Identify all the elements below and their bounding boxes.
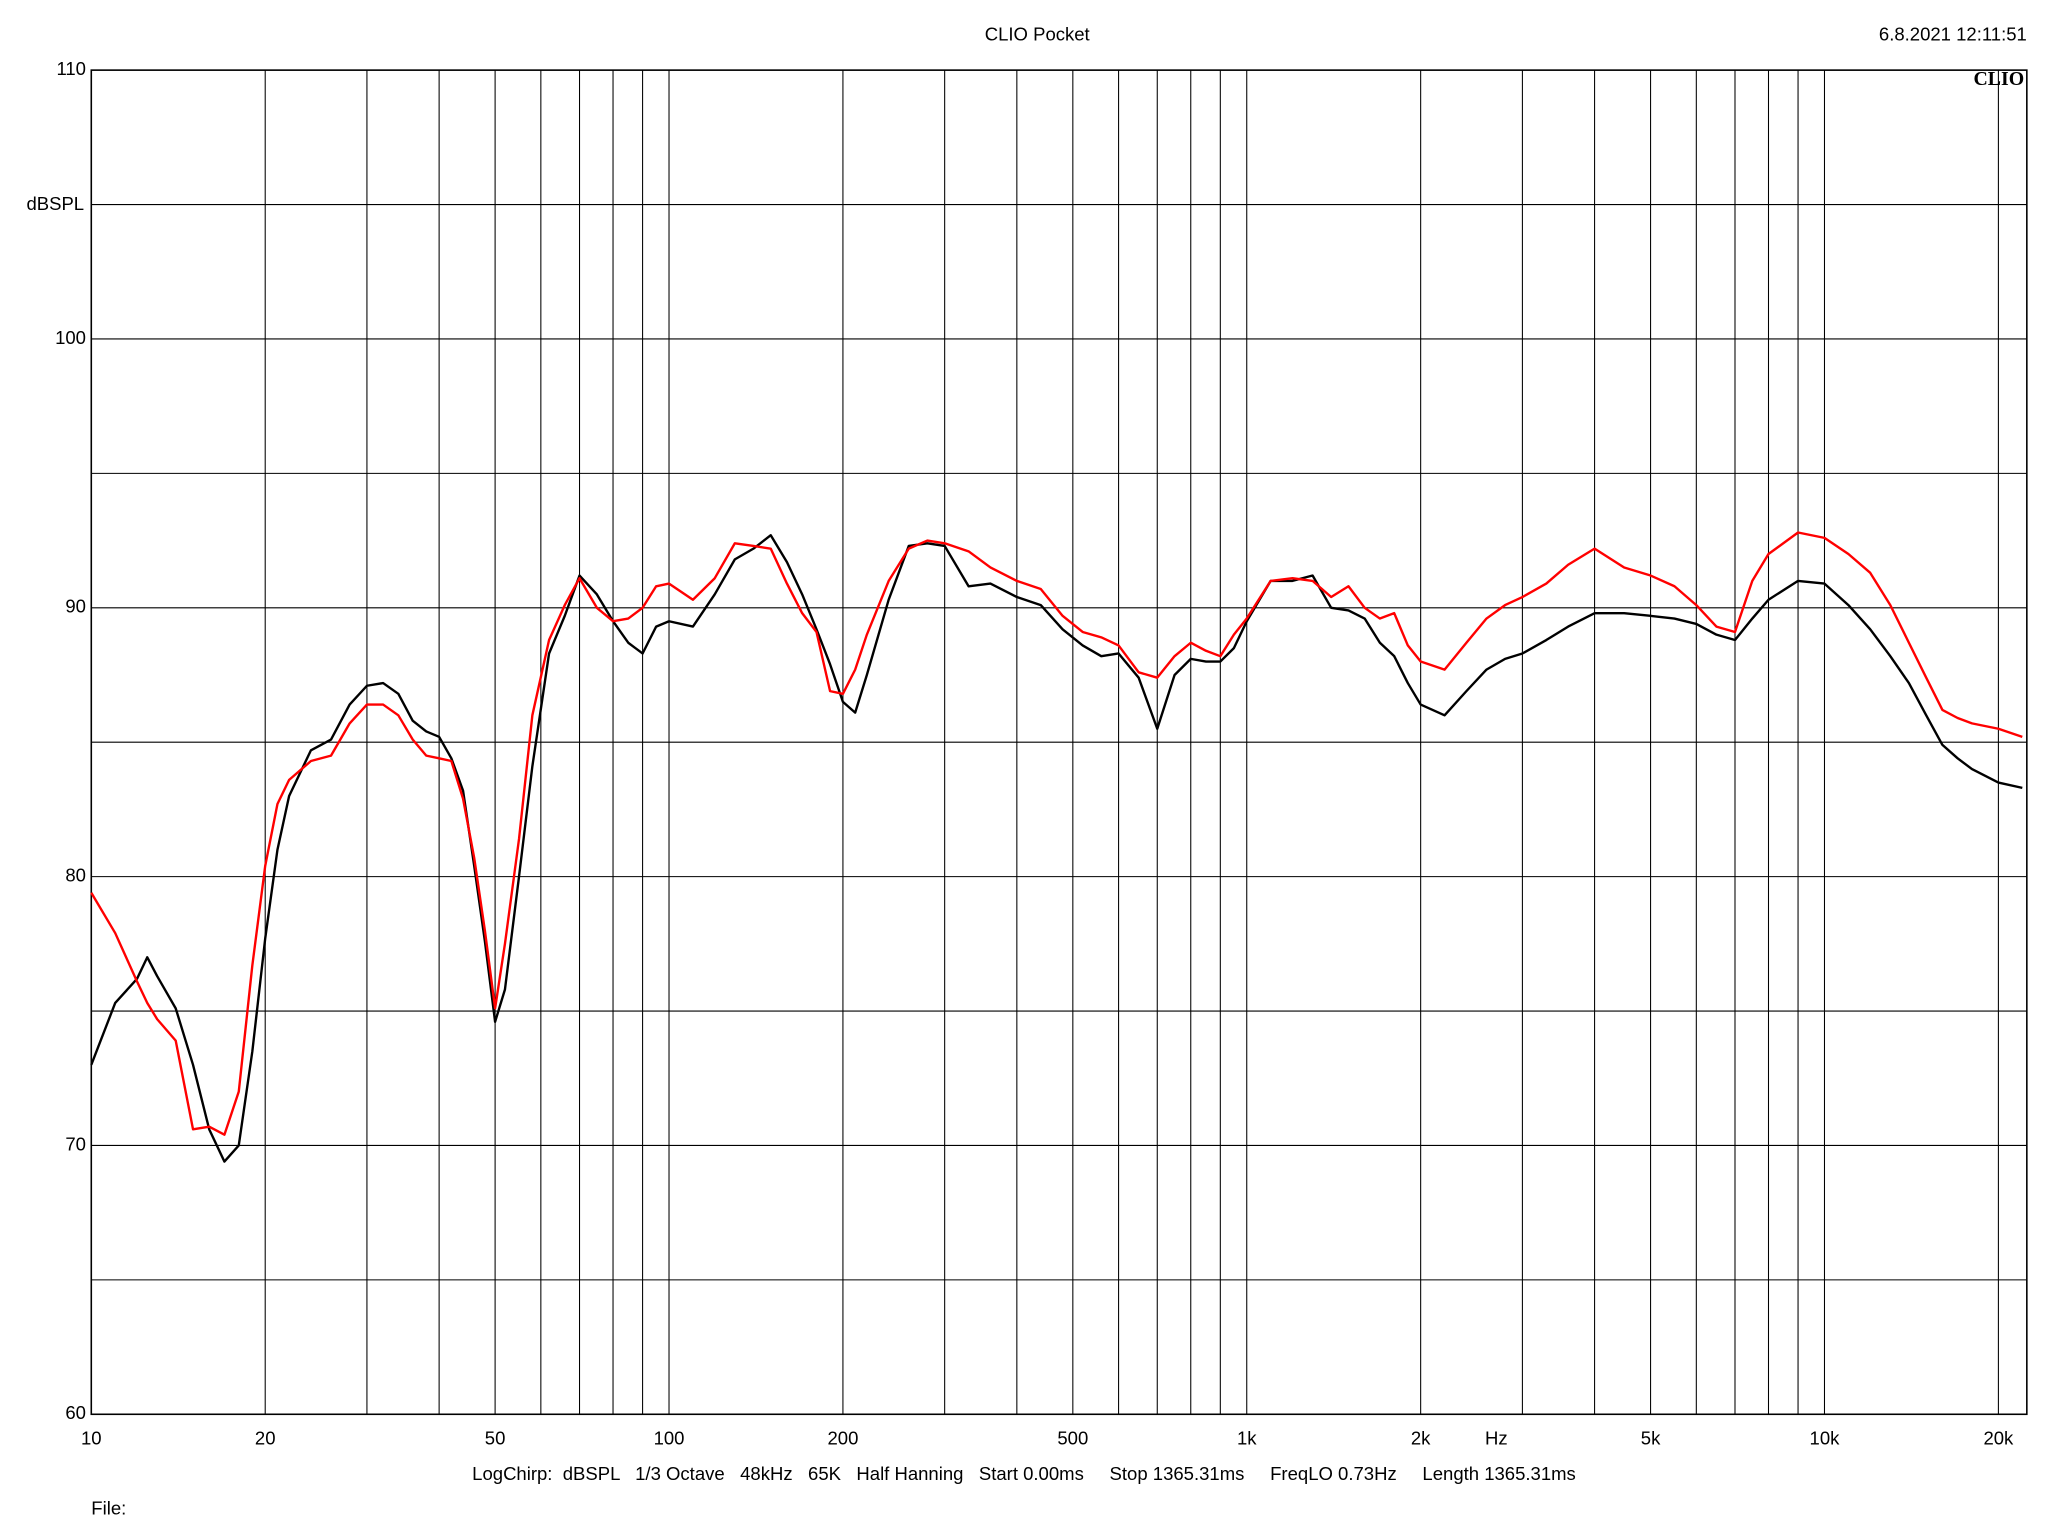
x-axis-unit: Hz (1485, 1427, 1508, 1448)
series-line (90, 531, 2023, 1136)
y-tick-label: 110 (56, 58, 86, 79)
x-tick-label: 10 (81, 1427, 102, 1448)
y-tick-label: 80 (65, 865, 86, 886)
x-tick-label: 200 (827, 1427, 858, 1448)
x-tick-label: 20k (1983, 1427, 2014, 1448)
x-tick-label: 1k (1237, 1427, 1257, 1448)
x-tick-label: 20 (255, 1427, 276, 1448)
x-tick-label: 100 (654, 1427, 685, 1448)
series-line (90, 534, 2023, 1163)
x-tick-label: 2k (1411, 1427, 1431, 1448)
y-tick-label: 90 (65, 596, 86, 617)
x-tick-label: 5k (1641, 1427, 1661, 1448)
x-tick-label: 50 (485, 1427, 506, 1448)
measurement-info: LogChirp: dBSPL 1/3 Octave 48kHz 65K Hal… (472, 1463, 1576, 1484)
timestamp: 6.8.2021 12:11:51 (1879, 24, 2027, 45)
y-tick-label: 70 (65, 1133, 86, 1154)
chart-title: CLIO Pocket (985, 24, 1091, 45)
plot-frame (90, 69, 2028, 1416)
y-axis-label: dBSPL (26, 193, 84, 214)
y-tick-label: 100 (55, 327, 86, 348)
y-tick-label: 60 (65, 1402, 86, 1423)
file-label: File: (91, 1497, 126, 1518)
x-tick-label: 500 (1057, 1427, 1088, 1448)
x-tick-label: 10k (1810, 1427, 1841, 1448)
logo: CLIO (1973, 68, 2024, 90)
